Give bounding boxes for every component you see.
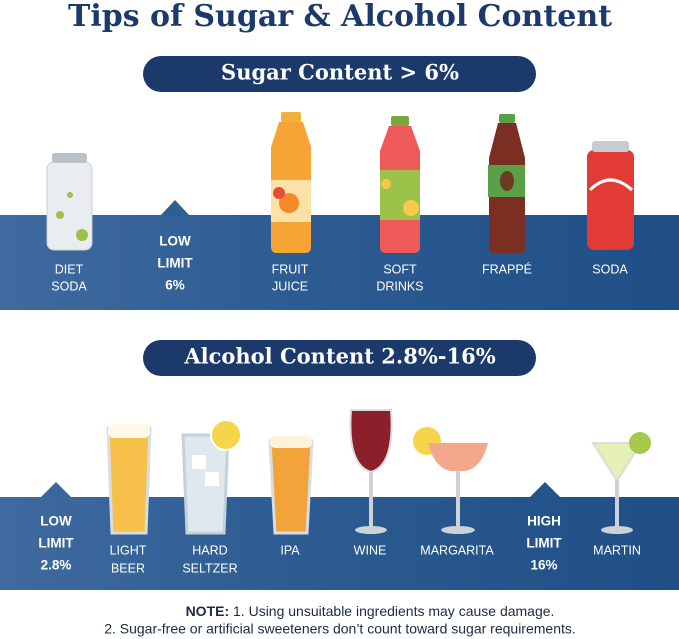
limit-label: LIMIT — [526, 536, 562, 551]
note-line: 2. Sugar-free or artificial sweeteners d… — [104, 621, 576, 637]
sugar-pill — [143, 56, 536, 92]
sugar-heading: Sugar Content > 6% — [221, 60, 459, 85]
item-label: DIET — [55, 262, 84, 276]
item-label: JUICE — [272, 279, 308, 293]
item-label: LIGHT — [110, 543, 147, 557]
marker — [40, 482, 72, 498]
sugar-band — [0, 215, 679, 310]
illustrations — [106, 409, 651, 535]
item-label: IPA — [280, 543, 300, 557]
item-label: FRAPPÉ — [482, 261, 532, 276]
item-label: BEER — [111, 561, 145, 575]
limit-label: LIMIT — [157, 256, 193, 271]
alcohol-pill — [143, 340, 536, 376]
marker — [160, 200, 190, 216]
item-label: SOFT — [383, 262, 417, 276]
limit-label: 2.8% — [41, 558, 72, 573]
limit-label: HIGH — [527, 514, 561, 529]
item-label: SODA — [51, 279, 87, 293]
limit-label: LOW — [40, 514, 72, 529]
item-label: DRINKS — [376, 279, 423, 293]
item-label: WINE — [354, 543, 387, 557]
limit-label: 16% — [530, 558, 557, 573]
item-label: SODA — [592, 262, 628, 276]
item-label: HARD — [192, 543, 227, 557]
item-label: SELTZER — [182, 561, 237, 575]
limit-label: 6% — [165, 278, 185, 293]
item-label: MARGARITA — [420, 543, 494, 557]
title: Tips of Sugar & Alcohol Content — [68, 0, 612, 34]
alcohol-band — [0, 497, 679, 590]
item-label: FRUIT — [272, 262, 309, 276]
limit-label: LIMIT — [38, 536, 74, 551]
note-text: 1. Using unsuitable ingredients may caus… — [233, 603, 554, 619]
note-prefix: NOTE: — [186, 603, 230, 619]
limit-label: LOW — [159, 234, 191, 249]
item-label: MARTIN — [593, 543, 641, 557]
illustrations — [46, 112, 634, 253]
marker — [529, 482, 561, 498]
note-line: NOTE: 1. Using unsuitable ingredients ma… — [186, 603, 555, 619]
alcohol-heading: Alcohol Content 2.8%-16% — [183, 344, 495, 369]
